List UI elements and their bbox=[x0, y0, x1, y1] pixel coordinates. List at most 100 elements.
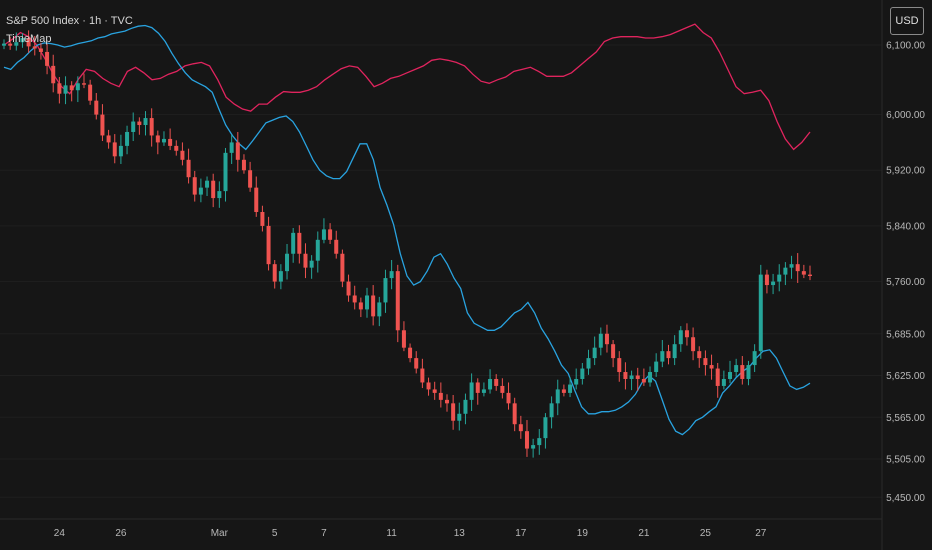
candle-body bbox=[709, 365, 714, 369]
date-tick-label: 13 bbox=[454, 528, 466, 539]
candle-body bbox=[494, 378, 499, 386]
price-tick-label: 5,685.00 bbox=[886, 329, 925, 340]
candle-body bbox=[186, 159, 191, 178]
candles bbox=[2, 30, 812, 458]
price-tick-label: 6,000.00 bbox=[886, 110, 925, 121]
candle-body bbox=[574, 378, 579, 385]
indicator-label[interactable]: TimeMap bbox=[6, 33, 52, 45]
date-tick-label: 24 bbox=[54, 528, 66, 539]
candle-body bbox=[88, 84, 93, 101]
candle-body bbox=[654, 361, 659, 373]
price-tick-label: 5,760.00 bbox=[886, 277, 925, 288]
candle-body bbox=[112, 142, 117, 157]
candle-body bbox=[365, 295, 370, 310]
candle-body bbox=[241, 159, 246, 171]
candle-body bbox=[371, 295, 376, 317]
candle-body bbox=[51, 65, 56, 84]
candle-body bbox=[808, 274, 812, 277]
candle-body bbox=[715, 368, 720, 386]
candle-body bbox=[149, 118, 154, 136]
candle-body bbox=[500, 385, 505, 393]
candle-body bbox=[174, 145, 179, 151]
candle-body bbox=[586, 358, 591, 369]
candle-body bbox=[684, 330, 689, 338]
candle-body bbox=[75, 83, 80, 91]
candle-body bbox=[635, 375, 640, 379]
date-tick-label: 27 bbox=[755, 528, 767, 539]
date-tick-label: 21 bbox=[638, 528, 650, 539]
candle-body bbox=[771, 281, 776, 286]
candle-body bbox=[340, 253, 345, 282]
candle-body bbox=[321, 229, 326, 240]
candle-body bbox=[137, 121, 142, 126]
candle-body bbox=[512, 403, 517, 425]
candle-body bbox=[666, 351, 671, 359]
time-axis[interactable]: 24 26 Mar 5 7 11 13 17 19 21 25 27 bbox=[54, 528, 767, 539]
symbol-title[interactable]: S&P 500 Index · 1h · TVC bbox=[6, 15, 133, 27]
upper-band-line bbox=[3, 23, 811, 151]
date-tick-label: 19 bbox=[577, 528, 589, 539]
candle-body bbox=[303, 253, 308, 268]
candle-body bbox=[315, 239, 320, 261]
candle-body bbox=[198, 187, 203, 195]
candle-body bbox=[358, 302, 363, 310]
candle-body bbox=[611, 344, 616, 359]
candle-body bbox=[617, 358, 622, 373]
candle-body bbox=[623, 372, 628, 379]
price-tick-label: 5,565.00 bbox=[886, 413, 925, 424]
candle-body bbox=[524, 431, 529, 449]
candle-body bbox=[26, 38, 31, 47]
candle-body bbox=[389, 271, 394, 279]
candle-body bbox=[155, 135, 160, 143]
grid bbox=[0, 44, 882, 498]
price-tick-label: 5,625.00 bbox=[886, 371, 925, 382]
date-tick-label: 7 bbox=[321, 528, 327, 539]
candle-body bbox=[580, 368, 585, 379]
date-tick-label: 17 bbox=[515, 528, 527, 539]
candle-body bbox=[346, 281, 351, 296]
candle-body bbox=[260, 211, 265, 226]
candle-body bbox=[2, 43, 6, 46]
candle-body bbox=[592, 347, 597, 359]
candle-body bbox=[229, 142, 234, 153]
candle-body bbox=[481, 389, 486, 393]
date-tick-label: 11 bbox=[386, 528, 397, 539]
price-axis[interactable]: 6,100.00 6,000.00 5,920.00 5,840.00 5,760.00… bbox=[886, 41, 925, 504]
candle-body bbox=[38, 48, 43, 52]
candle-body bbox=[648, 372, 653, 383]
candle-body bbox=[531, 445, 536, 449]
lower-band-line bbox=[3, 24, 811, 436]
candle-body bbox=[691, 337, 696, 352]
candle-body bbox=[192, 177, 197, 195]
candle-body bbox=[395, 271, 400, 331]
candle-body bbox=[45, 51, 50, 66]
currency-button[interactable]: USD bbox=[890, 7, 924, 35]
candle-body bbox=[285, 253, 290, 272]
chart-legend: S&P 500 Index · 1h · TVC TimeMap bbox=[6, 12, 133, 48]
candle-body bbox=[721, 378, 726, 386]
candle-body bbox=[235, 142, 240, 160]
candle-body bbox=[94, 100, 99, 115]
candle-body bbox=[125, 131, 130, 146]
candle-body bbox=[420, 368, 425, 383]
upper-band-series bbox=[3, 23, 811, 151]
candle-body bbox=[32, 46, 37, 49]
candle-body bbox=[328, 229, 333, 240]
candle-body bbox=[703, 358, 708, 366]
candle-body bbox=[451, 403, 456, 421]
candle-body bbox=[161, 138, 166, 143]
candle-body bbox=[801, 271, 806, 275]
candle-body bbox=[168, 138, 173, 146]
candle-body bbox=[740, 365, 745, 379]
candle-body bbox=[266, 225, 271, 265]
candle-body bbox=[629, 375, 634, 379]
date-tick-label: 5 bbox=[272, 528, 278, 539]
candle-body bbox=[752, 351, 757, 366]
candle-body bbox=[469, 382, 474, 400]
candle-body bbox=[217, 191, 222, 199]
candle-body bbox=[14, 42, 19, 46]
candle-body bbox=[401, 330, 406, 348]
price-tick-label: 5,450.00 bbox=[886, 493, 925, 504]
candle-body bbox=[444, 399, 449, 404]
